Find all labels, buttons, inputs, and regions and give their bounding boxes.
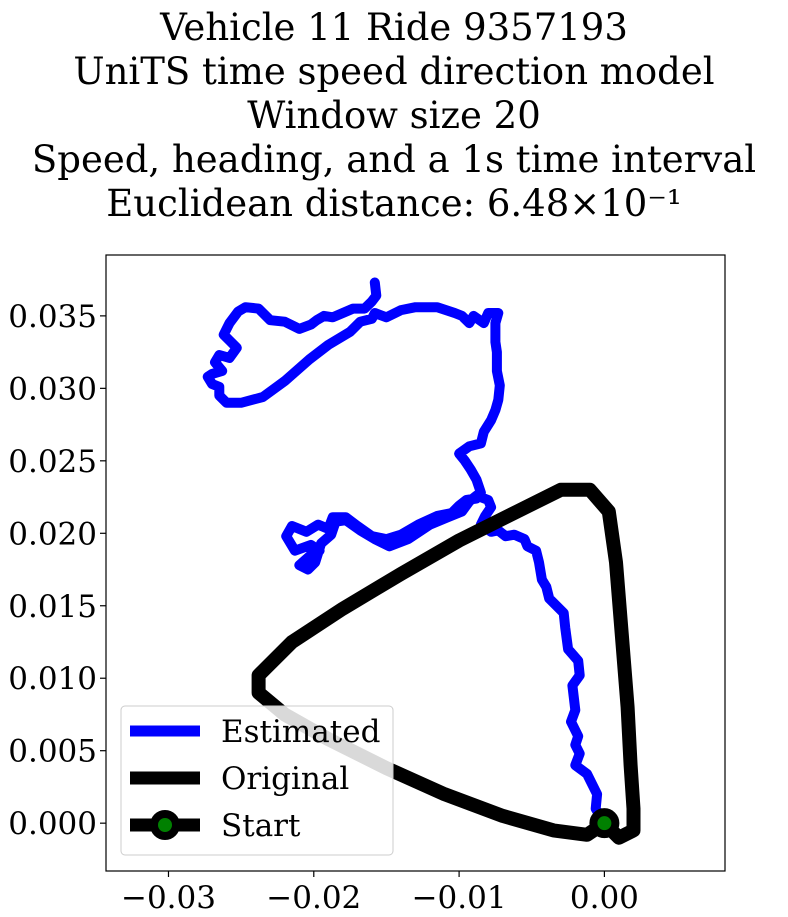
series-layer xyxy=(202,277,641,845)
y-tick-label: 0.005 xyxy=(8,734,97,770)
y-tick-label: 0.030 xyxy=(8,371,97,407)
legend: Estimated Original Start xyxy=(120,705,394,856)
x-tick-label: −0.02 xyxy=(266,880,361,916)
chart-title: Vehicle 11 Ride 9357193 UniTS time speed… xyxy=(0,6,788,226)
legend-start-marker xyxy=(150,810,180,840)
legend-box xyxy=(120,705,394,856)
y-axis: 0.000 0.005 0.010 0.015 0.020 0.025 0.030 0.035 xyxy=(8,299,106,842)
y-tick-label: 0.000 xyxy=(8,806,97,842)
x-tick-label: −0.03 xyxy=(121,880,216,916)
y-tick-label: 0.015 xyxy=(8,589,97,625)
x-tick-label: −0.01 xyxy=(412,880,507,916)
title-line-3: Window size 20 xyxy=(247,94,541,137)
series-line-estimated xyxy=(202,277,610,829)
plot-frame xyxy=(105,254,726,872)
title-line-2: UniTS time speed direction model xyxy=(73,50,715,93)
y-tick-label: 0.035 xyxy=(8,299,97,335)
x-axis: −0.03 −0.02 −0.01 0.00 xyxy=(121,871,639,916)
legend-label-start: Start xyxy=(221,808,301,844)
legend-label-original: Original xyxy=(221,761,349,797)
series-line-original xyxy=(251,482,641,845)
x-tick-label: 0.00 xyxy=(570,880,639,916)
title-line-4: Speed, heading, and a 1s time interval xyxy=(31,138,757,181)
start-marker xyxy=(589,808,620,839)
title-line-5: Euclidean distance: 6.48×10⁻¹ xyxy=(106,182,682,225)
y-tick-label: 0.025 xyxy=(8,444,97,480)
y-tick-label: 0.020 xyxy=(8,516,97,552)
y-tick-label: 0.010 xyxy=(8,661,97,697)
legend-label-estimated: Estimated xyxy=(221,714,380,750)
title-line-1: Vehicle 11 Ride 9357193 xyxy=(160,6,628,49)
